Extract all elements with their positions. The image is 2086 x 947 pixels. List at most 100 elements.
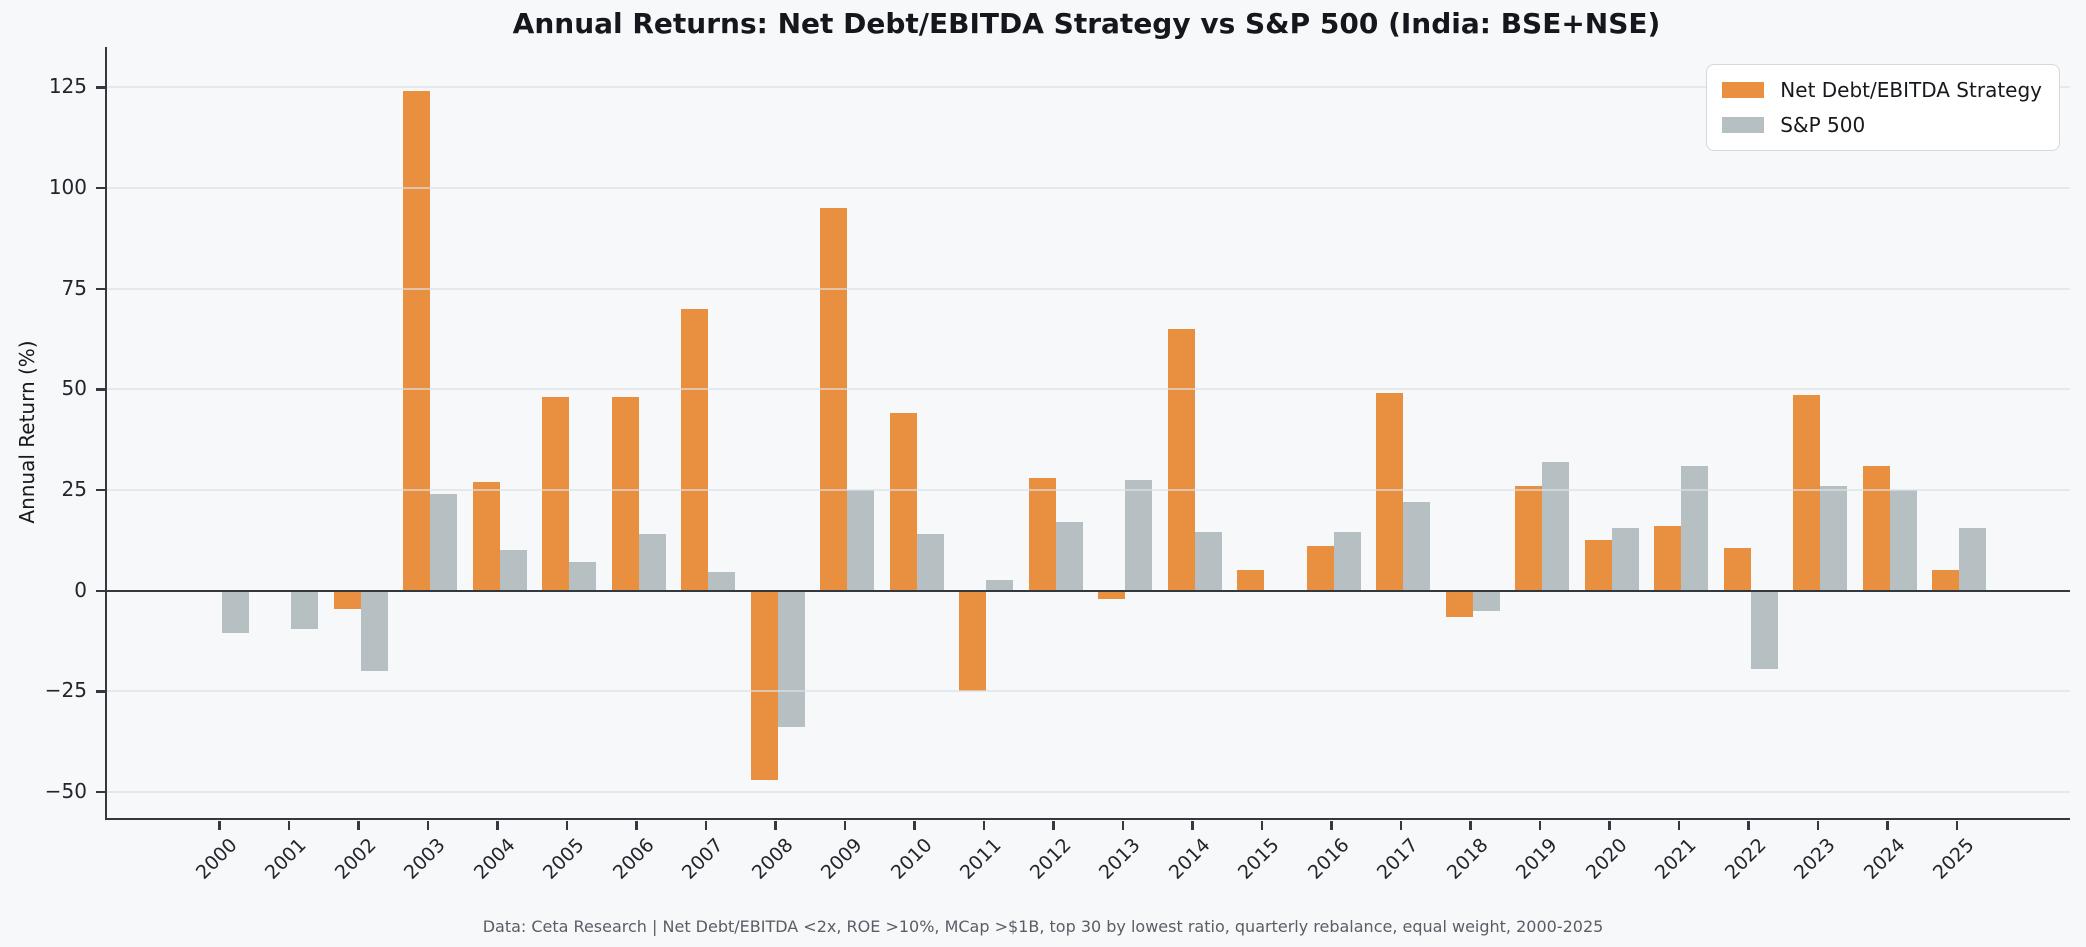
x-tick-label-2003: 2003 — [399, 834, 450, 884]
bar-strategy-2016 — [1306, 546, 1334, 591]
bar-sp500-2011 — [986, 580, 1013, 591]
x-tick-label-2001: 2001 — [260, 834, 311, 884]
x-tick-2024 — [1886, 820, 1889, 830]
gridline-75 — [107, 287, 2070, 290]
x-tick-2005 — [565, 820, 569, 830]
y-tick-125 — [96, 86, 105, 89]
legend-item-strategy: Net Debt/EBITDA Strategy — [1722, 78, 2042, 102]
bar-strategy-2020 — [1584, 540, 1612, 591]
x-tick-2023 — [1816, 820, 1820, 830]
x-tick-label-2015: 2015 — [1233, 834, 1284, 884]
x-tick-2007 — [704, 820, 708, 830]
bar-sp500-2021 — [1681, 465, 1708, 591]
x-tick-2020 — [1608, 820, 1611, 830]
zero-line — [107, 589, 2070, 593]
footer-caption: Data: Ceta Research | Net Debt/EBITDA <2… — [482, 917, 1604, 936]
bar-sp500-2023 — [1820, 485, 1847, 591]
x-tick-2019 — [1538, 820, 1542, 830]
x-tick-label-2025: 2025 — [1928, 834, 1979, 884]
x-tick-2011 — [982, 820, 986, 830]
bar-sp500-2016 — [1333, 532, 1361, 591]
x-tick-2006 — [635, 820, 638, 830]
x-tick-2012 — [1052, 820, 1055, 830]
y-tick-label-75: 75 — [61, 275, 87, 300]
x-tick-2013 — [1121, 820, 1125, 830]
bar-sp500-2020 — [1611, 528, 1639, 591]
x-tick-2022 — [1747, 820, 1750, 830]
x-tick-label-2016: 2016 — [1303, 834, 1354, 884]
x-tick-label-2022: 2022 — [1720, 834, 1771, 884]
plot-area — [105, 47, 2070, 820]
y-tick--50 — [96, 790, 105, 794]
bar-strategy-2007 — [681, 308, 708, 591]
bar-strategy-2011 — [959, 590, 986, 692]
y-tick-label-50: 50 — [61, 376, 87, 401]
bar-sp500-2001 — [291, 590, 318, 629]
x-tick-label-2011: 2011 — [955, 834, 1006, 884]
bar-sp500-2012 — [1055, 522, 1083, 591]
x-tick-2015 — [1260, 820, 1264, 830]
bar-sp500-2003 — [430, 493, 457, 591]
bar-sp500-2018 — [1472, 590, 1500, 611]
x-tick-2018 — [1469, 820, 1472, 830]
legend: Net Debt/EBITDA Strategy S&P 500 — [1706, 64, 2060, 151]
x-tick-label-2013: 2013 — [1094, 834, 1145, 884]
x-tick-label-2024: 2024 — [1859, 834, 1910, 884]
x-tick-label-2020: 2020 — [1581, 834, 1632, 884]
bar-strategy-2005 — [542, 397, 569, 591]
x-tick-2016 — [1330, 820, 1333, 830]
y-tick-0 — [96, 589, 105, 593]
x-tick-label-2010: 2010 — [886, 834, 937, 884]
gridline--50 — [107, 790, 2070, 793]
y-tick-label-100: 100 — [48, 174, 87, 199]
y-tick-label--25: −25 — [44, 678, 87, 703]
bar-sp500-2017 — [1403, 501, 1430, 591]
x-tick-label-2006: 2006 — [608, 834, 659, 884]
bar-strategy-2014 — [1167, 328, 1195, 591]
x-tick-2009 — [843, 820, 847, 830]
y-tick-50 — [96, 388, 105, 391]
bar-strategy-2018 — [1445, 590, 1473, 617]
bar-sp500-2025 — [1959, 528, 1986, 591]
x-tick-label-2009: 2009 — [816, 834, 867, 884]
x-tick-label-2004: 2004 — [469, 834, 520, 884]
bar-strategy-2002 — [333, 590, 361, 609]
bar-sp500-2019 — [1542, 461, 1569, 591]
y-tick-label-25: 25 — [61, 476, 87, 501]
x-tick-label-2021: 2021 — [1650, 834, 1701, 884]
x-tick-label-2012: 2012 — [1025, 834, 1076, 884]
bar-strategy-2010 — [889, 413, 917, 591]
bar-sp500-2010 — [916, 534, 944, 591]
x-tick-2001 — [287, 820, 291, 830]
bar-strategy-2019 — [1515, 485, 1542, 591]
legend-item-sp500: S&P 500 — [1722, 113, 2042, 137]
chart-title: Annual Returns: Net Debt/EBITDA Strategy… — [512, 7, 1661, 40]
bar-sp500-2005 — [569, 562, 596, 591]
x-tick-2017 — [1399, 820, 1403, 830]
bar-strategy-2004 — [472, 481, 500, 591]
bar-strategy-2017 — [1376, 393, 1403, 591]
legend-label-sp500: S&P 500 — [1780, 113, 1866, 137]
bar-sp500-2000 — [221, 590, 249, 633]
bar-sp500-2009 — [847, 489, 874, 591]
bar-strategy-2009 — [820, 208, 847, 591]
gridline--25 — [107, 690, 2070, 693]
x-tick-label-2017: 2017 — [1372, 834, 1423, 884]
bar-sp500-2008 — [777, 590, 805, 728]
bar-sp500-2024 — [1889, 489, 1917, 591]
bar-strategy-2008 — [750, 590, 778, 780]
bar-strategy-2003 — [403, 91, 430, 591]
y-tick-label-125: 125 — [48, 74, 87, 99]
x-tick-2002 — [357, 820, 360, 830]
bar-sp500-2013 — [1125, 479, 1152, 591]
x-tick-2010 — [913, 820, 916, 830]
x-tick-2021 — [1677, 820, 1681, 830]
x-tick-label-2007: 2007 — [677, 834, 728, 884]
x-tick-label-2019: 2019 — [1511, 834, 1562, 884]
x-tick-2000 — [218, 820, 221, 830]
bar-strategy-2021 — [1654, 526, 1681, 591]
bar-strategy-2015 — [1237, 570, 1264, 591]
bar-strategy-2025 — [1932, 570, 1959, 591]
y-tick-label--50: −50 — [44, 778, 87, 803]
